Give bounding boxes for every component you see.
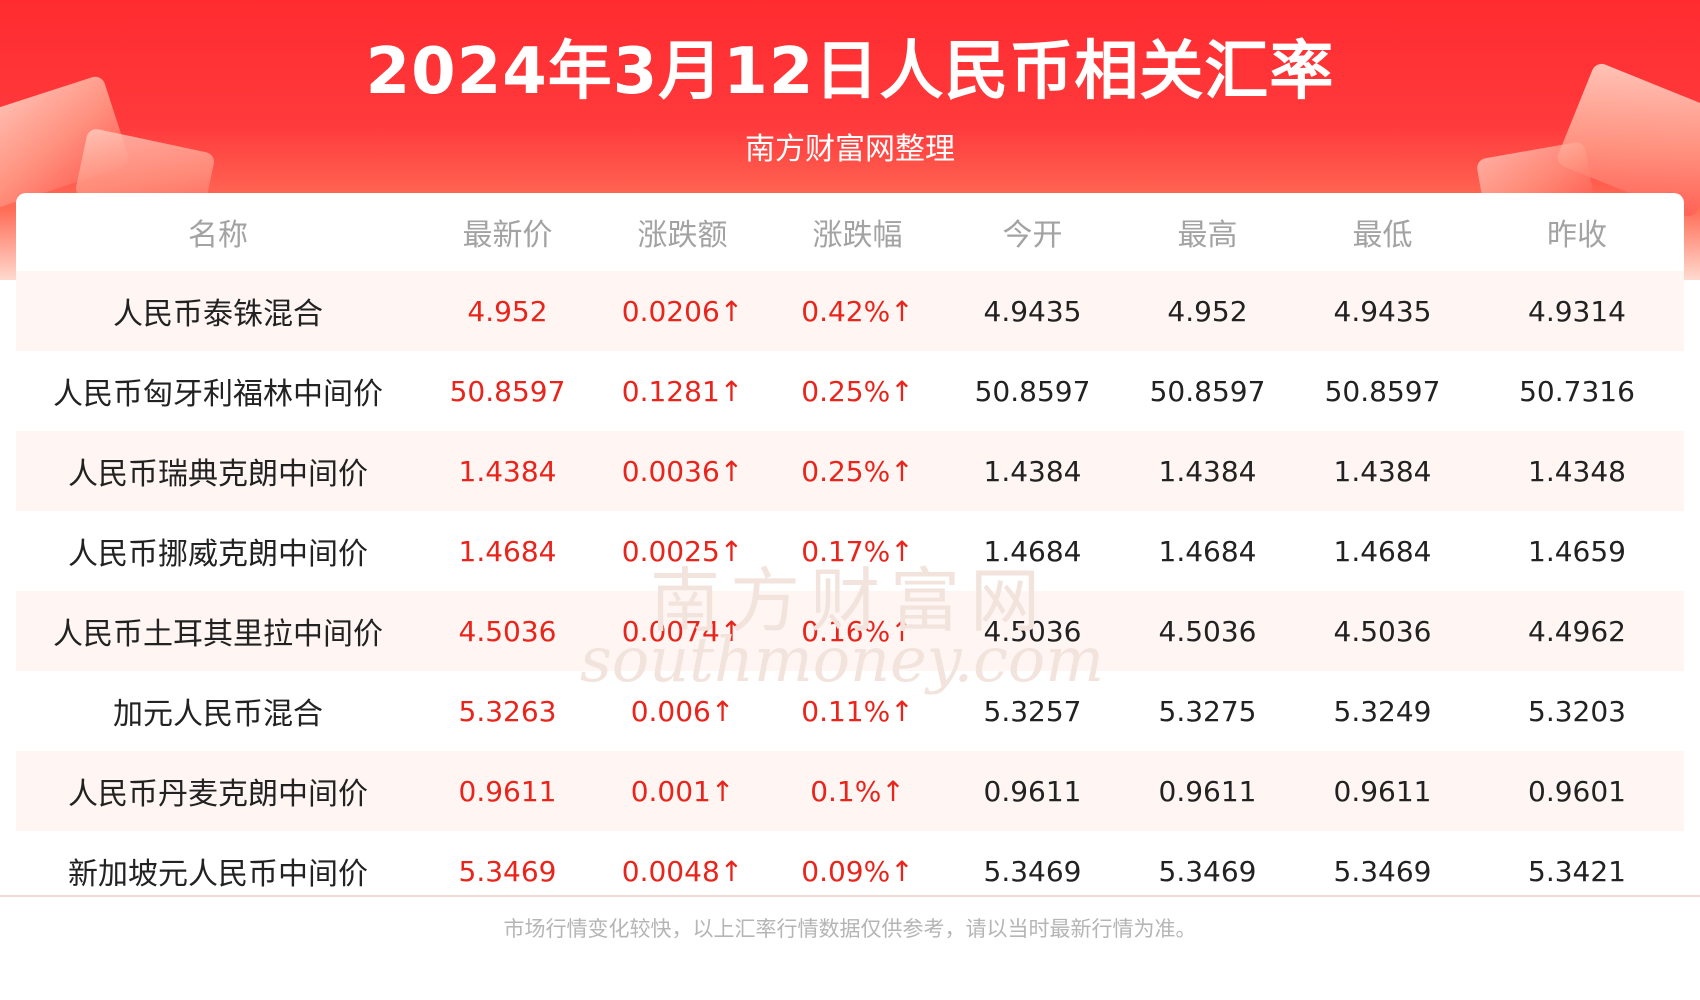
table-header-row: 名称 最新价 涨跌额 涨跌幅 今开 最高 最低 昨收: [16, 193, 1684, 271]
cell-name: 人民币丹麦克朗中间价: [16, 751, 420, 831]
cell-high: 50.8597: [1149, 374, 1266, 408]
cell-latest: 50.8597: [449, 374, 566, 408]
cell-high: 4.5036: [1120, 591, 1295, 671]
cell-change: 0.0048↑: [621, 854, 744, 888]
cell-high: 1.4684: [1158, 534, 1257, 568]
column-header-name: 名称: [188, 218, 248, 253]
cell-open: 4.5036: [945, 591, 1120, 671]
cell-prev-close: 0.9601: [1470, 751, 1684, 831]
cell-low: 50.8597: [1324, 374, 1441, 408]
cell-prev-close: 4.9314: [1470, 271, 1684, 351]
cell-latest: 0.9611: [420, 751, 595, 831]
cell-low: 5.3249: [1333, 694, 1432, 728]
table-row: 人民币匈牙利福林中间价 50.8597 0.1281↑ 0.25%↑ 50.85…: [16, 351, 1684, 431]
cell-low: 1.4684: [1333, 534, 1432, 568]
cell-prev-close: 50.7316: [1519, 374, 1635, 408]
column-header-prev-close: 昨收: [1547, 218, 1607, 253]
cell-name: 人民币挪威克朗中间价: [68, 537, 368, 572]
cell-latest: 4.5036: [420, 591, 595, 671]
table-row: 新加坡元人民币中间价 5.3469 0.0048↑ 0.09%↑ 5.3469 …: [16, 831, 1684, 911]
cell-change-pct: 0.25%↑: [801, 374, 914, 408]
cell-change: 0.006↑: [630, 694, 735, 728]
cell-low: 0.9611: [1295, 751, 1470, 831]
cell-latest: 1.4384: [420, 431, 595, 511]
exchange-rate-table: 名称 最新价 涨跌额 涨跌幅 今开 最高 最低 昨收 人民币泰铢混合 4.952…: [16, 193, 1684, 911]
cell-open: 5.3469: [983, 854, 1082, 888]
footer-divider: [0, 895, 1700, 897]
cell-change: 0.0025↑: [621, 534, 744, 568]
cell-change: 0.0206↑: [595, 271, 770, 351]
column-header-open: 今开: [1002, 218, 1063, 253]
footer-disclaimer: 市场行情变化较快，以上汇率行情数据仅供参考，请以当时最新行情为准。: [503, 917, 1197, 941]
cell-change: 0.0074↑: [595, 591, 770, 671]
table-row: 人民币泰铢混合 4.952 0.0206↑ 0.42%↑ 4.9435 4.95…: [16, 271, 1684, 351]
cell-high: 0.9611: [1120, 751, 1295, 831]
cell-high: 1.4384: [1120, 431, 1295, 511]
cell-change-pct: 0.25%↑: [770, 431, 945, 511]
table-row: 人民币土耳其里拉中间价 4.5036 0.0074↑ 0.16%↑ 4.5036…: [16, 591, 1684, 671]
column-header-change-pct: 涨跌幅: [812, 218, 903, 253]
cell-low: 1.4384: [1295, 431, 1470, 511]
cell-low: 4.9435: [1295, 271, 1470, 351]
cell-change: 0.1281↑: [621, 374, 744, 408]
cell-name: 人民币瑞典克朗中间价: [16, 431, 420, 511]
cell-high: 5.3275: [1158, 694, 1257, 728]
cell-name: 人民币泰铢混合: [16, 271, 420, 351]
cell-prev-close: 1.4348: [1470, 431, 1684, 511]
page-subtitle: 南方财富网整理: [745, 132, 955, 167]
cell-open: 1.4684: [983, 534, 1082, 568]
cell-change: 0.0036↑: [595, 431, 770, 511]
cell-latest: 5.3263: [458, 694, 557, 728]
cell-high: 4.952: [1120, 271, 1295, 351]
cell-low: 5.3469: [1333, 854, 1432, 888]
column-header-change: 涨跌额: [637, 218, 728, 253]
cell-high: 5.3469: [1158, 854, 1257, 888]
cell-prev-close: 1.4659: [1528, 534, 1626, 568]
table-row: 人民币丹麦克朗中间价 0.9611 0.001↑ 0.1%↑ 0.9611 0.…: [16, 751, 1684, 831]
page-title: 2024年3月12日人民币相关汇率: [365, 35, 1335, 109]
cell-open: 4.9435: [945, 271, 1120, 351]
cell-name: 人民币土耳其里拉中间价: [16, 591, 420, 671]
cell-change-pct: 0.11%↑: [801, 694, 914, 728]
cell-name: 新加坡元人民币中间价: [68, 857, 368, 892]
cell-prev-close: 4.4962: [1470, 591, 1684, 671]
cell-low: 4.5036: [1295, 591, 1470, 671]
cell-open: 0.9611: [945, 751, 1120, 831]
table-row: 加元人民币混合 5.3263 0.006↑ 0.11%↑ 5.3257 5.32…: [16, 671, 1684, 751]
cell-latest: 5.3469: [458, 854, 557, 888]
cell-open: 1.4384: [945, 431, 1120, 511]
cell-name: 加元人民币混合: [113, 697, 323, 732]
cell-open: 5.3257: [983, 694, 1082, 728]
cell-latest: 1.4684: [458, 534, 557, 568]
column-header-low: 最低: [1352, 218, 1413, 253]
cell-change: 0.001↑: [595, 751, 770, 831]
cell-change-pct: 0.16%↑: [770, 591, 945, 671]
cell-prev-close: 5.3421: [1528, 854, 1626, 888]
column-header-latest: 最新价: [462, 218, 553, 253]
cell-change-pct: 0.1%↑: [770, 751, 945, 831]
cell-name: 人民币匈牙利福林中间价: [53, 377, 383, 412]
cell-change-pct: 0.17%↑: [801, 534, 914, 568]
table-row: 人民币挪威克朗中间价 1.4684 0.0025↑ 0.17%↑ 1.4684 …: [16, 511, 1684, 591]
column-header-high: 最高: [1177, 218, 1238, 253]
cell-change-pct: 0.09%↑: [801, 854, 914, 888]
table-row: 人民币瑞典克朗中间价 1.4384 0.0036↑ 0.25%↑ 1.4384 …: [16, 431, 1684, 511]
cell-open: 50.8597: [974, 374, 1091, 408]
cell-latest: 4.952: [420, 271, 595, 351]
cell-change-pct: 0.42%↑: [770, 271, 945, 351]
cell-prev-close: 5.3203: [1528, 694, 1626, 728]
